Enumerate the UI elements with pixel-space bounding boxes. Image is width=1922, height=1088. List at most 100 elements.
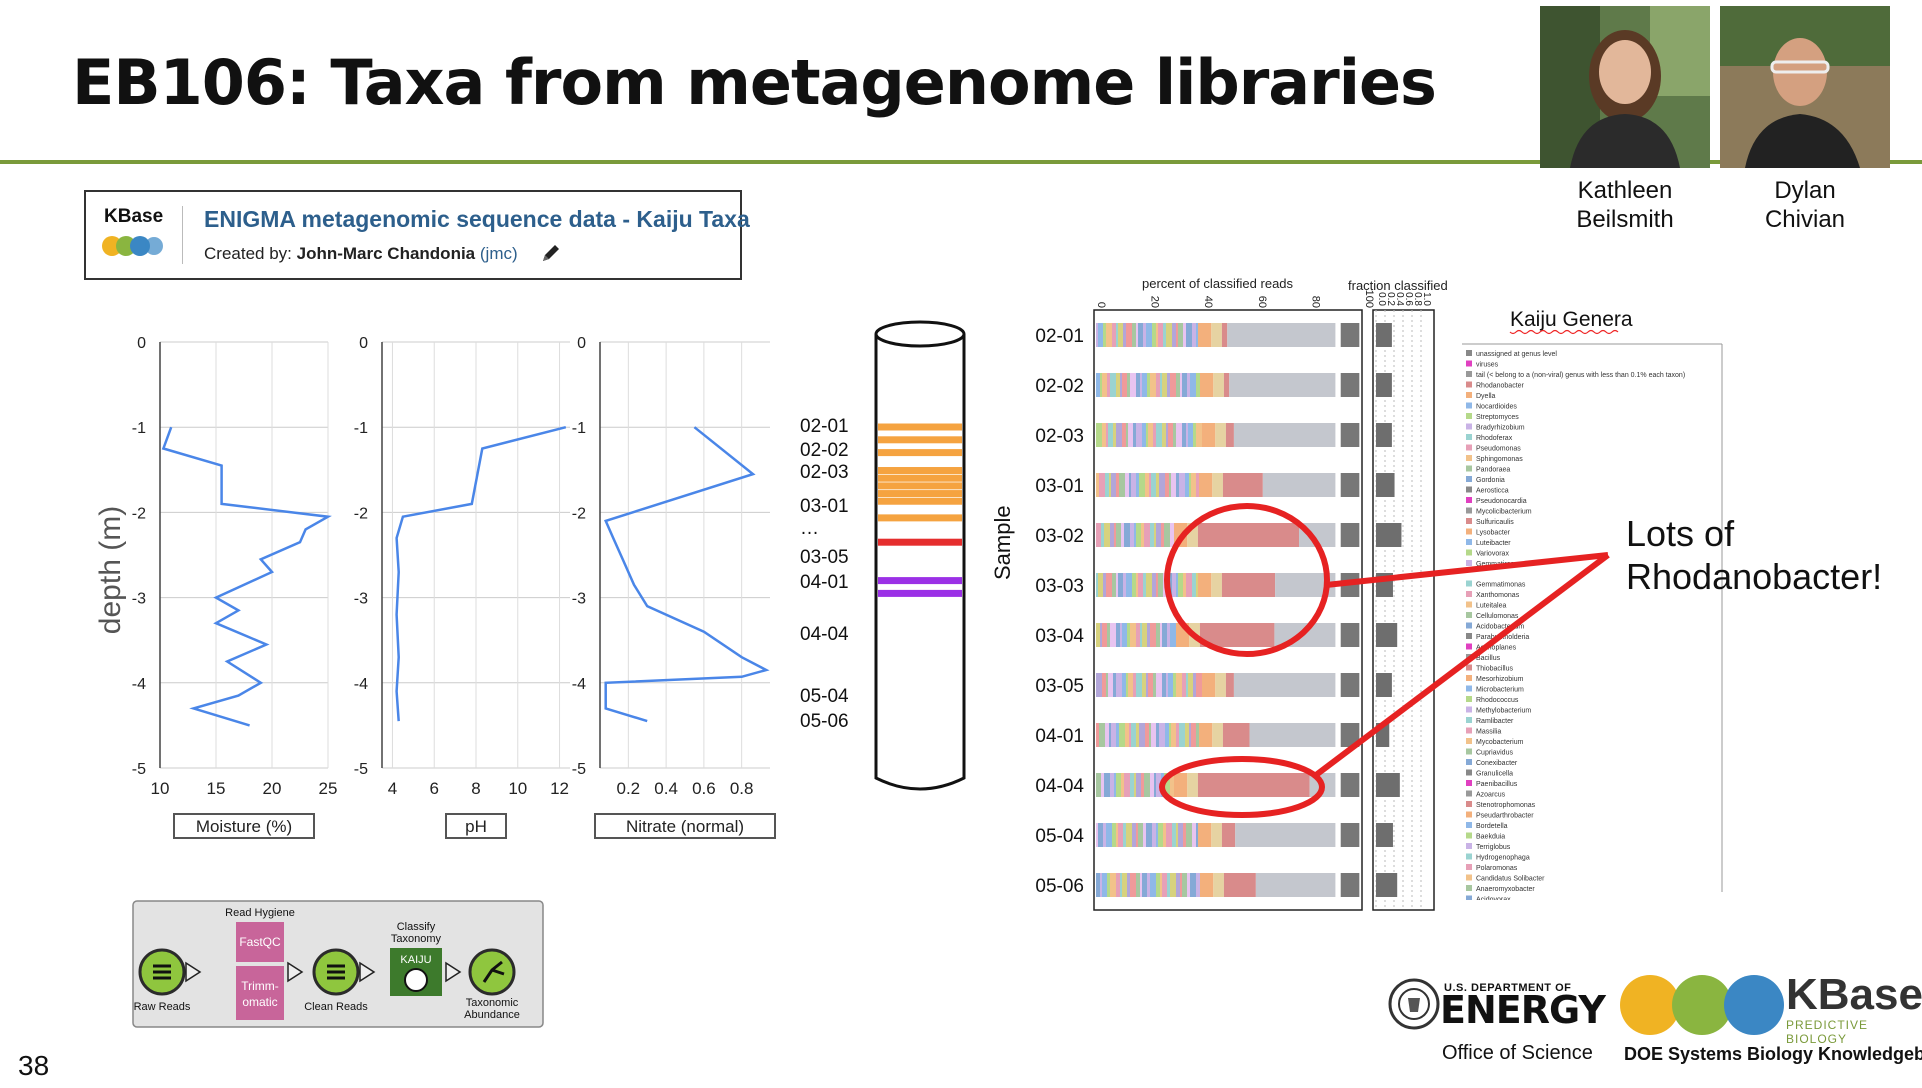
kbase-narrative-card[interactable]: KBase ENIGMA metagenomic sequence data -…	[84, 190, 750, 280]
taxon-segment	[1120, 373, 1122, 397]
taxon-segment	[1102, 673, 1106, 697]
unassigned-segment	[1233, 673, 1336, 697]
taxon-segment	[1196, 373, 1200, 397]
legend-entry: Hydrogenophaga	[1476, 855, 1530, 862]
kbase-logo-icon	[102, 236, 163, 256]
taxon-segment	[1102, 873, 1107, 897]
taxon-segment	[1156, 323, 1158, 347]
core-band	[878, 474, 962, 482]
taxon-segment	[1116, 873, 1120, 897]
legend-entry: Lysobacter	[1476, 530, 1511, 537]
fraction-bar	[1376, 773, 1400, 797]
taxon-segment	[1105, 723, 1109, 747]
taxon-segment	[1160, 623, 1162, 647]
taxon-segment	[1118, 823, 1123, 847]
fraction-axis-title: fraction classified	[1348, 278, 1448, 293]
depth-tick-label: 0	[577, 335, 586, 352]
taxon-segment	[1112, 573, 1116, 597]
taxon-segment	[1106, 673, 1108, 697]
legend-swatch	[1466, 790, 1472, 797]
legend-swatch	[1466, 696, 1472, 702]
legend-swatch	[1466, 738, 1472, 744]
taxon-segment	[1150, 373, 1156, 397]
core-label: 03-01	[800, 496, 849, 517]
legend-swatch	[1466, 612, 1472, 618]
author-handle[interactable]: (jmc)	[479, 244, 518, 263]
legend-entry: unassigned at genus level	[1476, 351, 1557, 358]
fraction-tick-label: 0.0	[1376, 292, 1387, 306]
abundance-label: Abundance	[464, 1009, 520, 1021]
taxon-segment	[1102, 423, 1106, 447]
taxon-segment	[1126, 323, 1132, 347]
taxon-segment	[1114, 523, 1116, 547]
taxon-segment	[1186, 673, 1188, 697]
legend-swatch	[1466, 392, 1472, 398]
sample-label: 03-05	[1035, 676, 1084, 697]
x-tick-label: 0.8	[730, 779, 754, 798]
depth-axis-label: depth (m)	[94, 506, 127, 634]
taxon-segment	[1183, 573, 1186, 597]
legend-swatch	[1466, 539, 1472, 545]
taxon-segment	[1096, 773, 1101, 797]
taxon-segment	[1096, 323, 1098, 347]
taxon-segment	[1176, 823, 1178, 847]
taxon-segment	[1146, 423, 1148, 447]
fraction-bar	[1376, 823, 1393, 847]
pipeline-arrow-icon	[445, 961, 462, 983]
core-band	[878, 467, 962, 475]
taxon-segment	[1136, 373, 1140, 397]
taxon-segment	[1196, 823, 1198, 847]
tail-segment	[1340, 823, 1360, 847]
taxon-segment	[1111, 473, 1116, 497]
taxon-segment	[1186, 423, 1188, 447]
taxon-segment	[1096, 473, 1099, 497]
narrative-title[interactable]: ENIGMA metagenomic sequence data - Kaiju…	[204, 206, 750, 232]
taxon-segment	[1191, 473, 1196, 497]
taxon-segment	[1159, 473, 1165, 497]
taxon-segment	[1118, 573, 1123, 597]
taxon-segment	[1127, 623, 1130, 647]
taxonomic-abundance-node	[468, 948, 516, 996]
analysis-pipeline-diagram: Raw Reads Read Hygiene FastQC Trimm-omatic C…	[132, 900, 544, 1028]
taxon-segment	[1107, 623, 1110, 647]
taxon-segment	[1100, 623, 1102, 647]
sample-label: 03-01	[1035, 476, 1084, 497]
taxon-segment	[1096, 523, 1101, 547]
taxon-segment	[1156, 673, 1162, 697]
taxon-segment	[1114, 773, 1116, 797]
taxon-segment	[1156, 723, 1159, 747]
legend-entry: Dyella	[1476, 393, 1496, 400]
core-band	[878, 538, 962, 546]
taxon-segment	[1122, 623, 1127, 647]
x-tick-label: 4	[388, 779, 397, 798]
taxon-segment	[1215, 673, 1226, 697]
taxon-segment	[1145, 723, 1149, 747]
taxon-segment	[1096, 423, 1102, 447]
rhodanobacter-annotation: Lots of Rhodanobacter!	[1626, 513, 1883, 597]
legend-swatch	[1466, 895, 1472, 900]
core-label: 04-01	[800, 572, 849, 593]
taxon-segment	[1130, 523, 1134, 547]
legend-swatch	[1466, 507, 1472, 514]
taxon-segment	[1156, 523, 1161, 547]
taxon-segment	[1152, 323, 1156, 347]
kaiju-label: KAIJU	[400, 954, 431, 966]
taxon-segment	[1156, 823, 1158, 847]
taxon-segment	[1146, 573, 1152, 597]
taxon-segment	[1142, 423, 1146, 447]
legend-entry: Pandoraea	[1476, 467, 1510, 474]
pipeline-arrow-icon	[185, 961, 202, 983]
legend-title: Kaiju Genera	[1510, 308, 1633, 331]
profile-label-box	[173, 813, 315, 839]
legend-swatch	[1466, 434, 1472, 440]
taxon-segment	[1148, 423, 1153, 447]
taxon-segment	[1162, 623, 1167, 647]
tail-segment	[1340, 373, 1360, 397]
taxon-segment	[1187, 373, 1190, 397]
legend-swatch	[1466, 486, 1472, 493]
tail-segment	[1340, 423, 1360, 447]
pencil-icon[interactable]	[540, 242, 562, 264]
legend-swatch	[1466, 811, 1472, 818]
legend-swatch	[1466, 748, 1472, 755]
core-band	[878, 497, 962, 505]
